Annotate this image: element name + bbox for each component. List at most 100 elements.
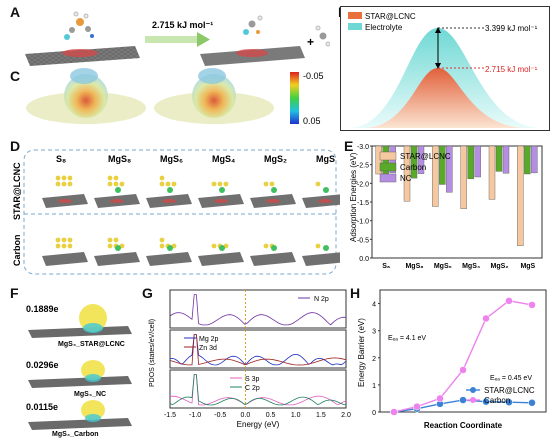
panel-d-adsorption-structures: S₈ MgS₈ MgS₆ MgS₄ MgS₂ MgS STAR@LCNC Carbon	[10, 148, 340, 276]
legend-label: STAR@LCNC	[400, 152, 451, 161]
active-site	[318, 199, 332, 203]
graphene-sheet-right	[200, 46, 305, 66]
f-label-nc: MgS₄_NC	[74, 391, 106, 398]
x-tick-label: 1.5	[316, 412, 326, 419]
sulfur-atom	[120, 182, 125, 187]
x-tick-label: 0.0	[241, 412, 251, 419]
annotation-star: Eₑₐ = 0.45 eV	[490, 375, 532, 382]
x-tick-label: 1.0	[291, 412, 301, 419]
magnesium-atom	[167, 245, 173, 251]
legend-swatch-star	[348, 12, 362, 19]
graphene-slab	[198, 252, 244, 266]
data-point	[529, 301, 536, 308]
graphene-slab	[146, 252, 192, 266]
scale-top-label: -0.05	[303, 71, 324, 81]
panel-a-schematic: 2.715 kJ mol⁻¹ +	[20, 6, 330, 66]
x-tick-label: 0.5	[266, 412, 276, 419]
panel-f-charge-difference: 0.1889e MgS₄_STAR@LCNC 0.0296e MgS₄_NC 0…	[8, 290, 140, 438]
plus-sign: +	[307, 35, 314, 49]
legend-label: Carbon	[400, 163, 426, 172]
sulfur-atom	[56, 238, 61, 243]
bar	[531, 146, 537, 173]
y-axis-label: Adsorption Energies (eV)	[349, 152, 358, 242]
data-point	[483, 315, 490, 322]
sulfur-atom	[160, 182, 165, 187]
panel-b-energy-diagram: 3.399 kJ mol⁻¹ 2.715 kJ mol⁻¹ STAR@LCNC …	[340, 6, 550, 131]
plot-frame	[372, 146, 542, 258]
active-site	[58, 199, 72, 203]
panel-letter-c: C	[10, 68, 20, 84]
x-tick-label: MgS₆	[434, 263, 452, 270]
x-tick-label: -1.0	[189, 412, 201, 419]
sulfur-atom	[56, 176, 61, 181]
sulfur-atom	[166, 182, 171, 187]
column-label: S₈	[56, 154, 66, 164]
x-tick-label: MgS₂	[491, 263, 509, 270]
magnesium-atom	[323, 245, 329, 251]
legend-label: Mg 2p	[199, 336, 219, 343]
f-value-carbon: 0.0115e	[26, 402, 58, 412]
sulfur-atom	[114, 176, 119, 181]
graphene-slab	[42, 252, 88, 266]
legend-swatch	[380, 163, 396, 171]
column-label: MgS₆	[160, 154, 183, 164]
sulfur-atom	[218, 182, 223, 187]
f-value-star: 0.1889e	[26, 304, 59, 314]
sulfur-atom	[108, 244, 113, 249]
legend-electrolyte-label: Electrolyte	[365, 23, 403, 32]
data-point	[391, 409, 398, 416]
pdos-curve	[170, 335, 346, 365]
arrow-energy-label: 2.715 kJ mol⁻¹	[152, 20, 213, 30]
magnesium-atom	[323, 187, 329, 193]
sulfur-atom	[108, 176, 113, 181]
panel-e-bar-chart: -3.0-2.5-2.0-1.5-1.0-0.50.0S₈ MgS₈ MgS₆ MgS…	[346, 140, 552, 288]
legend-label: Carbon	[484, 396, 510, 405]
data-point	[460, 397, 467, 404]
bar	[468, 146, 474, 179]
electrolyte-molecule-right	[243, 16, 262, 35]
sulfur-atom	[270, 182, 275, 187]
graphene-sheet-left	[25, 46, 140, 66]
bar	[475, 146, 481, 177]
x-tick-label: S₈	[382, 263, 390, 270]
x-axis-label: Reaction Coordinate	[424, 421, 503, 430]
sulfur-atom	[114, 182, 119, 187]
panel-letter-a: A	[10, 4, 20, 20]
x-tick-label: MgS₄	[462, 263, 480, 270]
column-label: MgS₄	[212, 154, 235, 164]
panel-h-energy-barrier: 0 1 2 3 4 Eₑₐ = 4.1 eV Eₑₐ = 0.45 eV STAR@LCNCC…	[354, 286, 552, 440]
y-axis-label: Energy Barrier (eV)	[357, 318, 366, 387]
legend-label: S 3p	[245, 376, 260, 383]
y-tick-label: 0.0	[359, 256, 369, 263]
sulfur-atom	[68, 176, 73, 181]
series-line	[394, 301, 532, 412]
star-barrier-value: 2.715 kJ mol⁻¹	[485, 65, 538, 74]
electrolyte-molecule-left	[64, 12, 94, 40]
color-scale-bar	[290, 72, 299, 124]
magnesium-atom	[219, 245, 225, 251]
legend-marker	[470, 387, 476, 393]
y-tick-label: -2.5	[357, 163, 369, 170]
sulfur-atom	[62, 238, 67, 243]
magnesium-atom	[115, 245, 121, 251]
active-site	[110, 199, 124, 203]
y-tick-label: 3	[372, 329, 376, 336]
bar	[524, 146, 530, 174]
legend-swatch	[380, 152, 396, 160]
y-tick-label: -1.0	[357, 219, 369, 226]
sulfur-atom	[56, 244, 61, 249]
sulfur-atom	[56, 182, 61, 187]
column-label: MgS	[316, 154, 335, 164]
active-site	[266, 199, 280, 203]
electrolyte-barrier-value: 3.399 kJ mol⁻¹	[485, 24, 538, 33]
legend-swatch	[380, 174, 396, 182]
y-axis-label: PDOS (states/eV/cell)	[149, 319, 156, 387]
magnesium-atom	[271, 187, 277, 193]
panel-c-charge-density: -0.05 0.05	[24, 66, 334, 134]
sulfur-atom	[62, 244, 67, 249]
active-site	[214, 199, 228, 203]
x-tick-label: -1.5	[164, 412, 176, 419]
legend-swatch-electrolyte	[348, 23, 362, 30]
magnesium-atom	[115, 187, 121, 193]
data-point	[506, 297, 513, 304]
